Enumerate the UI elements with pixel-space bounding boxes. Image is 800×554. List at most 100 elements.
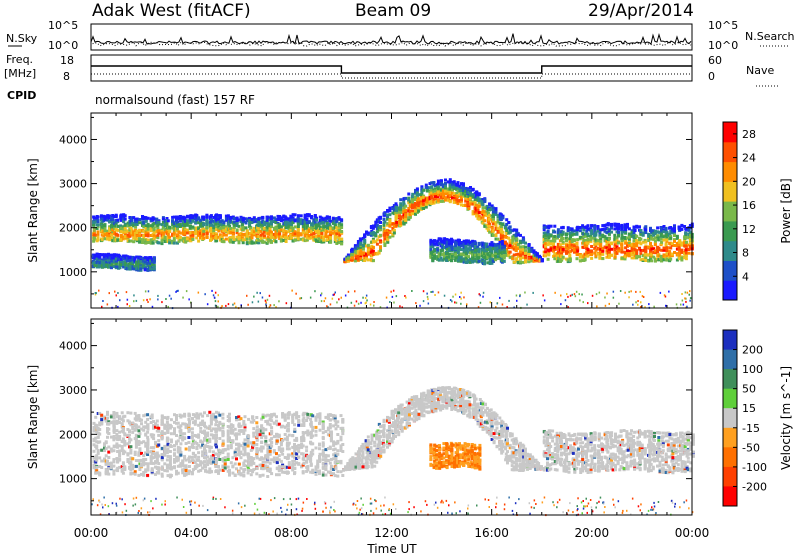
data-cell [399,223,403,227]
data-cell [374,234,378,238]
data-cell [516,243,520,246]
data-cell [296,214,300,218]
data-cell [610,247,613,251]
data-cell [128,255,132,259]
data-cell [519,247,522,251]
data-cell [388,206,392,210]
data-cell [524,241,527,245]
data-cell [338,221,342,225]
data-cell [488,202,492,206]
data-cell [647,253,651,257]
data-cell [235,219,239,222]
data-cell [379,246,382,250]
data-cell [644,259,648,262]
data-cell [411,203,415,207]
data-cell [276,232,280,236]
data-cell [451,180,454,184]
data-cell [471,195,475,199]
data-cell [459,259,463,263]
data-cell [448,247,451,251]
data-cell [340,240,344,244]
data-cell [135,263,139,267]
data-cell [519,241,522,245]
data-cell [653,249,657,253]
data-cell [386,217,389,221]
data-cell [322,235,326,239]
data-cell [166,219,170,223]
data-cell [484,249,488,253]
nave-tick-top: 60 [708,54,722,67]
data-cell [194,221,198,225]
data-cell [468,245,472,249]
data-cell [635,239,639,243]
data-cell [568,237,572,241]
data-cell [633,236,637,240]
data-cell [583,232,587,236]
data-cell [566,258,570,262]
data-cell [561,240,565,244]
data-cell [303,213,307,217]
data-cell [118,256,122,260]
data-cell [301,221,305,225]
data-cell [542,240,546,244]
data-cell [356,257,360,261]
data-cell [565,238,568,242]
data-cell [565,237,568,240]
data-cell [220,227,224,230]
data-cell [283,234,287,238]
data-cell [624,251,628,254]
data-cell [197,227,201,231]
data-cell [617,227,620,231]
data-cell [110,215,113,219]
data-cell [322,217,326,221]
data-cell [556,231,560,234]
data-cell [119,224,123,228]
data-cell [414,197,417,201]
data-cell [407,207,411,210]
data-cell [359,247,363,250]
data-cell [172,222,176,225]
data-cell [199,229,203,233]
data-cell [340,242,344,246]
data-cell [257,241,261,245]
data-cell [293,225,297,229]
data-cell [394,202,398,206]
data-cell [138,237,142,241]
data-cell [268,227,272,231]
data-cell [481,203,485,207]
data-cell [501,216,505,220]
data-cell [209,230,213,234]
data-cell [454,244,458,248]
data-cell [452,185,456,189]
data-cell [657,248,661,252]
data-cell [589,238,593,242]
data-cell [491,229,495,233]
data-cell [425,188,429,192]
data-cell [433,239,436,243]
data-cell [191,214,195,218]
data-cell [340,230,344,233]
data-cell [126,235,130,239]
data-cell [420,192,424,196]
data-cell [383,234,387,238]
data-cell [395,220,399,224]
data-cell [172,224,176,228]
data-cell [386,229,390,232]
data-cell [483,244,487,247]
data-cell [583,225,587,229]
data-cell [178,231,182,235]
data-cell [468,260,472,264]
data-cell [356,252,360,256]
data-cell [266,235,270,239]
data-cell [532,249,536,253]
data-cell [388,231,392,234]
data-cell [582,228,586,232]
data-cell [620,236,624,240]
data-cell [365,244,368,248]
data-cell [111,218,115,222]
data-cell [93,264,97,268]
data-cell [118,263,122,267]
data-cell [505,253,509,257]
data-cell [444,187,447,191]
data-cell [359,255,363,259]
